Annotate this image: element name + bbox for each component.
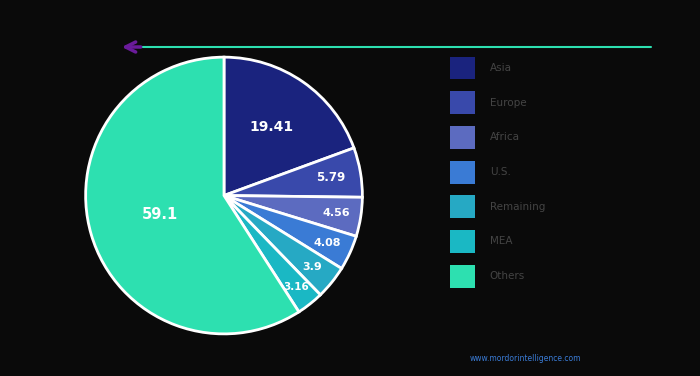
- Text: Africa: Africa: [490, 132, 520, 143]
- Text: MEA: MEA: [490, 237, 512, 247]
- Wedge shape: [224, 57, 354, 196]
- Text: 4.56: 4.56: [322, 208, 350, 218]
- Text: Others: Others: [490, 271, 525, 281]
- Bar: [449, 126, 475, 149]
- Wedge shape: [224, 196, 342, 295]
- Bar: [449, 91, 475, 114]
- Text: 19.41: 19.41: [249, 120, 293, 135]
- Text: Asia: Asia: [490, 63, 512, 73]
- Wedge shape: [224, 196, 356, 268]
- Text: 3.16: 3.16: [284, 282, 309, 291]
- Text: 5.79: 5.79: [316, 171, 345, 184]
- Text: 3.9: 3.9: [302, 262, 322, 272]
- Bar: [449, 161, 475, 183]
- Text: www.mordorintelligence.com: www.mordorintelligence.com: [469, 354, 581, 363]
- Text: Remaining: Remaining: [490, 202, 545, 212]
- Bar: [449, 230, 475, 253]
- Wedge shape: [224, 196, 363, 236]
- Text: Europe: Europe: [490, 98, 526, 108]
- Text: 59.1: 59.1: [142, 207, 178, 222]
- Bar: [449, 196, 475, 218]
- Wedge shape: [85, 57, 299, 334]
- Wedge shape: [224, 196, 321, 312]
- Text: U.S.: U.S.: [490, 167, 511, 177]
- Bar: [449, 265, 475, 288]
- Text: 4.08: 4.08: [314, 238, 341, 247]
- Wedge shape: [224, 148, 363, 197]
- Bar: [449, 56, 475, 79]
